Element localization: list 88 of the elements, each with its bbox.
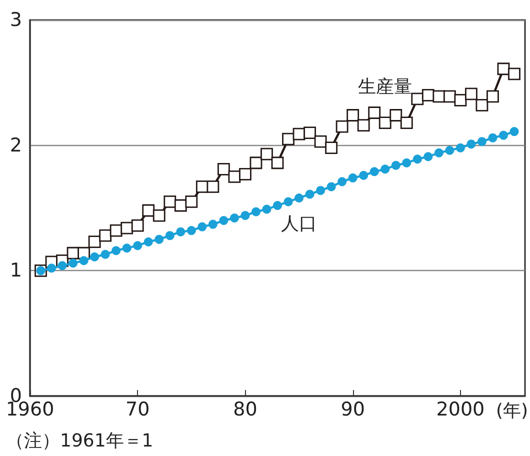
point xyxy=(400,116,413,129)
x-tick-label: 2000 xyxy=(436,398,485,420)
point xyxy=(112,246,121,256)
point xyxy=(368,106,381,119)
point xyxy=(498,130,508,140)
point xyxy=(58,261,67,270)
point xyxy=(217,162,230,176)
point xyxy=(164,196,176,208)
point xyxy=(359,170,368,180)
point xyxy=(508,68,520,80)
point xyxy=(314,135,327,148)
series-label: 生産量 xyxy=(358,76,412,98)
point xyxy=(338,177,347,186)
point xyxy=(464,88,478,100)
point xyxy=(477,137,486,146)
point xyxy=(282,132,294,146)
point xyxy=(120,222,134,234)
point xyxy=(488,133,498,142)
point xyxy=(390,109,402,122)
x-tick-label: 90 xyxy=(340,398,365,420)
point xyxy=(198,222,207,232)
point xyxy=(454,94,467,106)
point xyxy=(99,229,112,242)
point xyxy=(271,156,284,170)
point xyxy=(79,256,88,266)
point xyxy=(304,126,316,139)
x-axis-title: (年) xyxy=(496,400,528,422)
point xyxy=(391,160,400,170)
point xyxy=(412,154,422,164)
point xyxy=(326,182,336,192)
point xyxy=(510,127,519,136)
point xyxy=(370,167,379,176)
y-tick-label: 1 xyxy=(10,260,22,282)
point xyxy=(110,224,122,237)
point xyxy=(260,148,273,160)
point xyxy=(100,250,110,259)
point xyxy=(411,92,424,106)
point xyxy=(497,62,510,76)
y-tick-label: 2 xyxy=(10,134,22,156)
point xyxy=(348,173,358,182)
point xyxy=(142,204,155,217)
point xyxy=(486,90,499,103)
point xyxy=(346,109,360,122)
x-tick-label: 70 xyxy=(126,398,150,420)
point xyxy=(378,116,392,129)
point xyxy=(239,168,252,180)
y-tick-label: 3 xyxy=(10,9,22,31)
point xyxy=(380,164,390,174)
point xyxy=(122,244,132,253)
point xyxy=(154,234,164,244)
point xyxy=(456,143,465,152)
point xyxy=(133,241,142,250)
point xyxy=(144,237,153,246)
x-tick-label: 80 xyxy=(233,398,258,420)
point xyxy=(251,207,260,216)
point xyxy=(357,119,370,132)
point xyxy=(325,142,338,154)
point xyxy=(445,146,454,155)
point xyxy=(152,209,166,222)
point xyxy=(206,180,220,193)
point xyxy=(250,156,262,170)
point xyxy=(424,152,433,162)
point xyxy=(402,158,412,168)
point xyxy=(336,120,348,133)
point xyxy=(185,196,198,208)
text: （注）1961年＝1 xyxy=(6,430,154,452)
point xyxy=(165,231,174,240)
point xyxy=(476,99,488,112)
point xyxy=(262,204,272,214)
point xyxy=(466,140,476,149)
point xyxy=(434,148,444,158)
point xyxy=(131,219,144,232)
point xyxy=(294,193,304,202)
point xyxy=(186,226,196,236)
point xyxy=(316,186,326,195)
point xyxy=(176,227,186,236)
point xyxy=(47,264,56,273)
point xyxy=(230,214,239,223)
point xyxy=(208,220,218,229)
point xyxy=(240,211,250,220)
point xyxy=(305,190,314,199)
point xyxy=(284,197,293,206)
point xyxy=(68,258,78,268)
point xyxy=(273,200,282,210)
point xyxy=(90,252,100,262)
point xyxy=(219,216,228,226)
series-label: 人口 xyxy=(281,213,318,234)
point xyxy=(88,236,101,248)
